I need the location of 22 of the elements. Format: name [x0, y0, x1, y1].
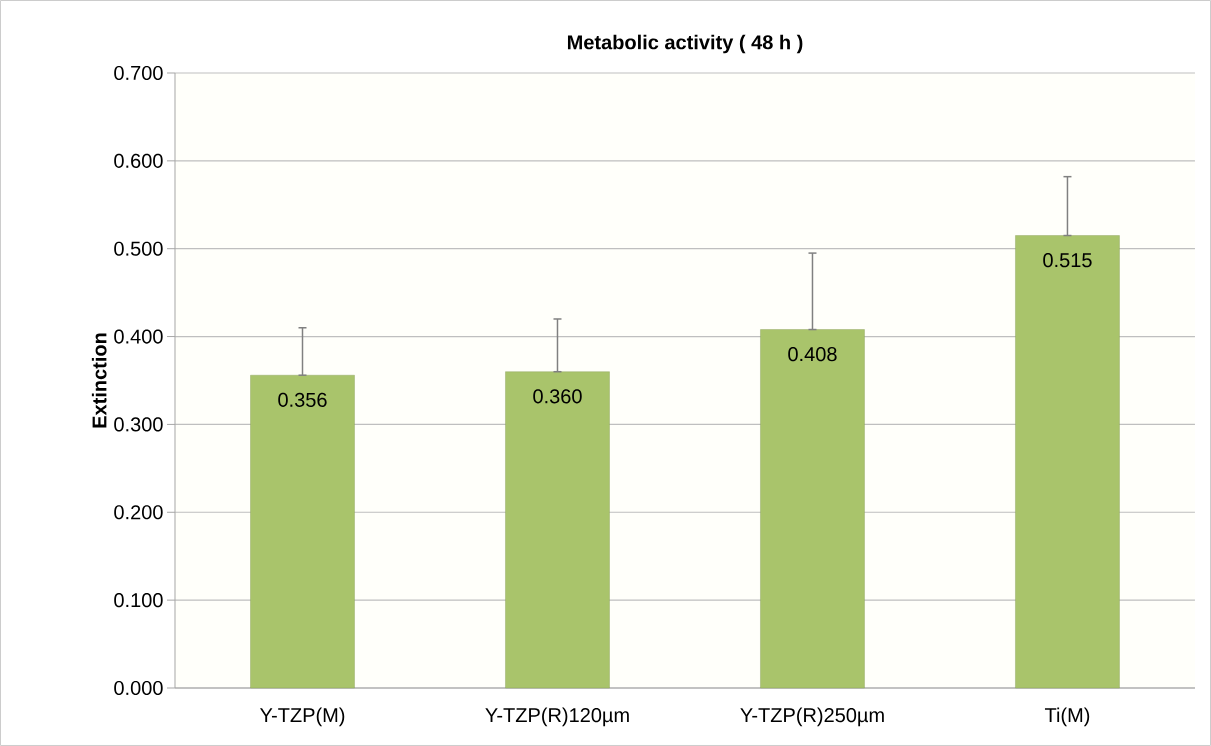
y-tick-label: 0.600	[114, 153, 163, 168]
y-tick-label: 0.300	[114, 417, 163, 432]
data-label: 0.360	[533, 389, 582, 404]
data-label: 0.515	[1043, 253, 1092, 268]
bar	[760, 329, 865, 689]
data-label: 0.408	[788, 347, 837, 362]
y-tick-label: 0.000	[114, 680, 163, 696]
x-tick-label: Y-TZP(R)250µm	[740, 707, 884, 727]
x-tick-label: Y-TZP(M)	[259, 707, 345, 727]
y-axis-title: Extinction	[91, 333, 107, 428]
chart-title: Metabolic activity ( 48 h )	[567, 34, 803, 54]
x-tick-label: Ti(M)	[1044, 707, 1090, 727]
x-tick-label: Y-TZP(R)120µm	[485, 707, 629, 727]
bar	[505, 371, 610, 689]
y-tick-label: 0.700	[114, 65, 163, 81]
data-label: 0.356	[278, 392, 327, 407]
y-tick-label: 0.400	[114, 329, 163, 344]
y-tick-label: 0.200	[114, 505, 163, 520]
bar	[250, 375, 355, 689]
y-tick-label: 0.500	[114, 241, 163, 256]
y-tick-label: 0.100	[114, 593, 163, 608]
bar	[1015, 235, 1120, 689]
